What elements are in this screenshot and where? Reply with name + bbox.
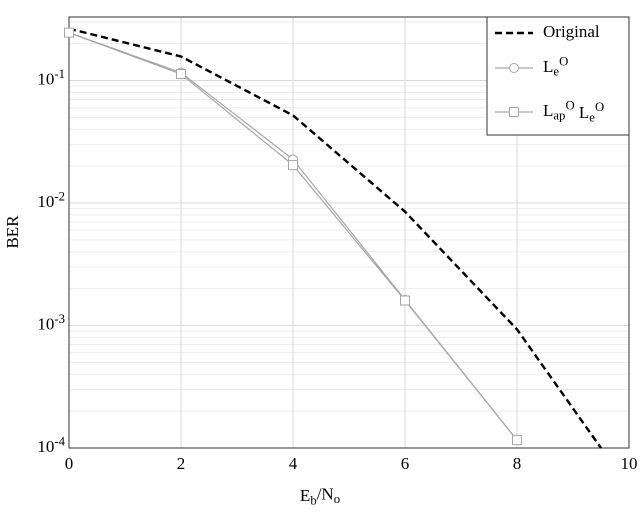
y-tick-label: 10-2	[37, 189, 65, 211]
legend-label: Original	[543, 22, 600, 41]
x-tick-label: 8	[513, 454, 522, 473]
legend: Original LeO LapO LeO	[486, 16, 630, 136]
series-line	[68, 27, 602, 449]
y-axis-label: BER	[3, 215, 22, 249]
x-tick-label: 4	[289, 454, 298, 473]
marker	[176, 69, 186, 80]
legend-marker	[509, 63, 519, 73]
x-tick-label: 6	[401, 454, 410, 473]
legend-label: LapO LeO	[543, 98, 604, 124]
x-tick-label: 2	[177, 454, 186, 473]
x-axis-label: Eb/No	[300, 484, 340, 507]
marker	[288, 160, 298, 171]
x-tick-label: 0	[65, 454, 74, 473]
marker	[512, 435, 522, 446]
x-tick-label: 10	[621, 454, 638, 473]
plot-frame	[68, 16, 630, 449]
legend-marker	[509, 107, 519, 117]
y-tick-label: 10-1	[37, 67, 65, 89]
marker	[400, 295, 410, 306]
legend-label: LeO	[543, 54, 568, 78]
y-tick-label: 10-3	[37, 312, 65, 334]
y-tick-label: 10-4	[37, 434, 65, 456]
marker	[64, 27, 74, 38]
